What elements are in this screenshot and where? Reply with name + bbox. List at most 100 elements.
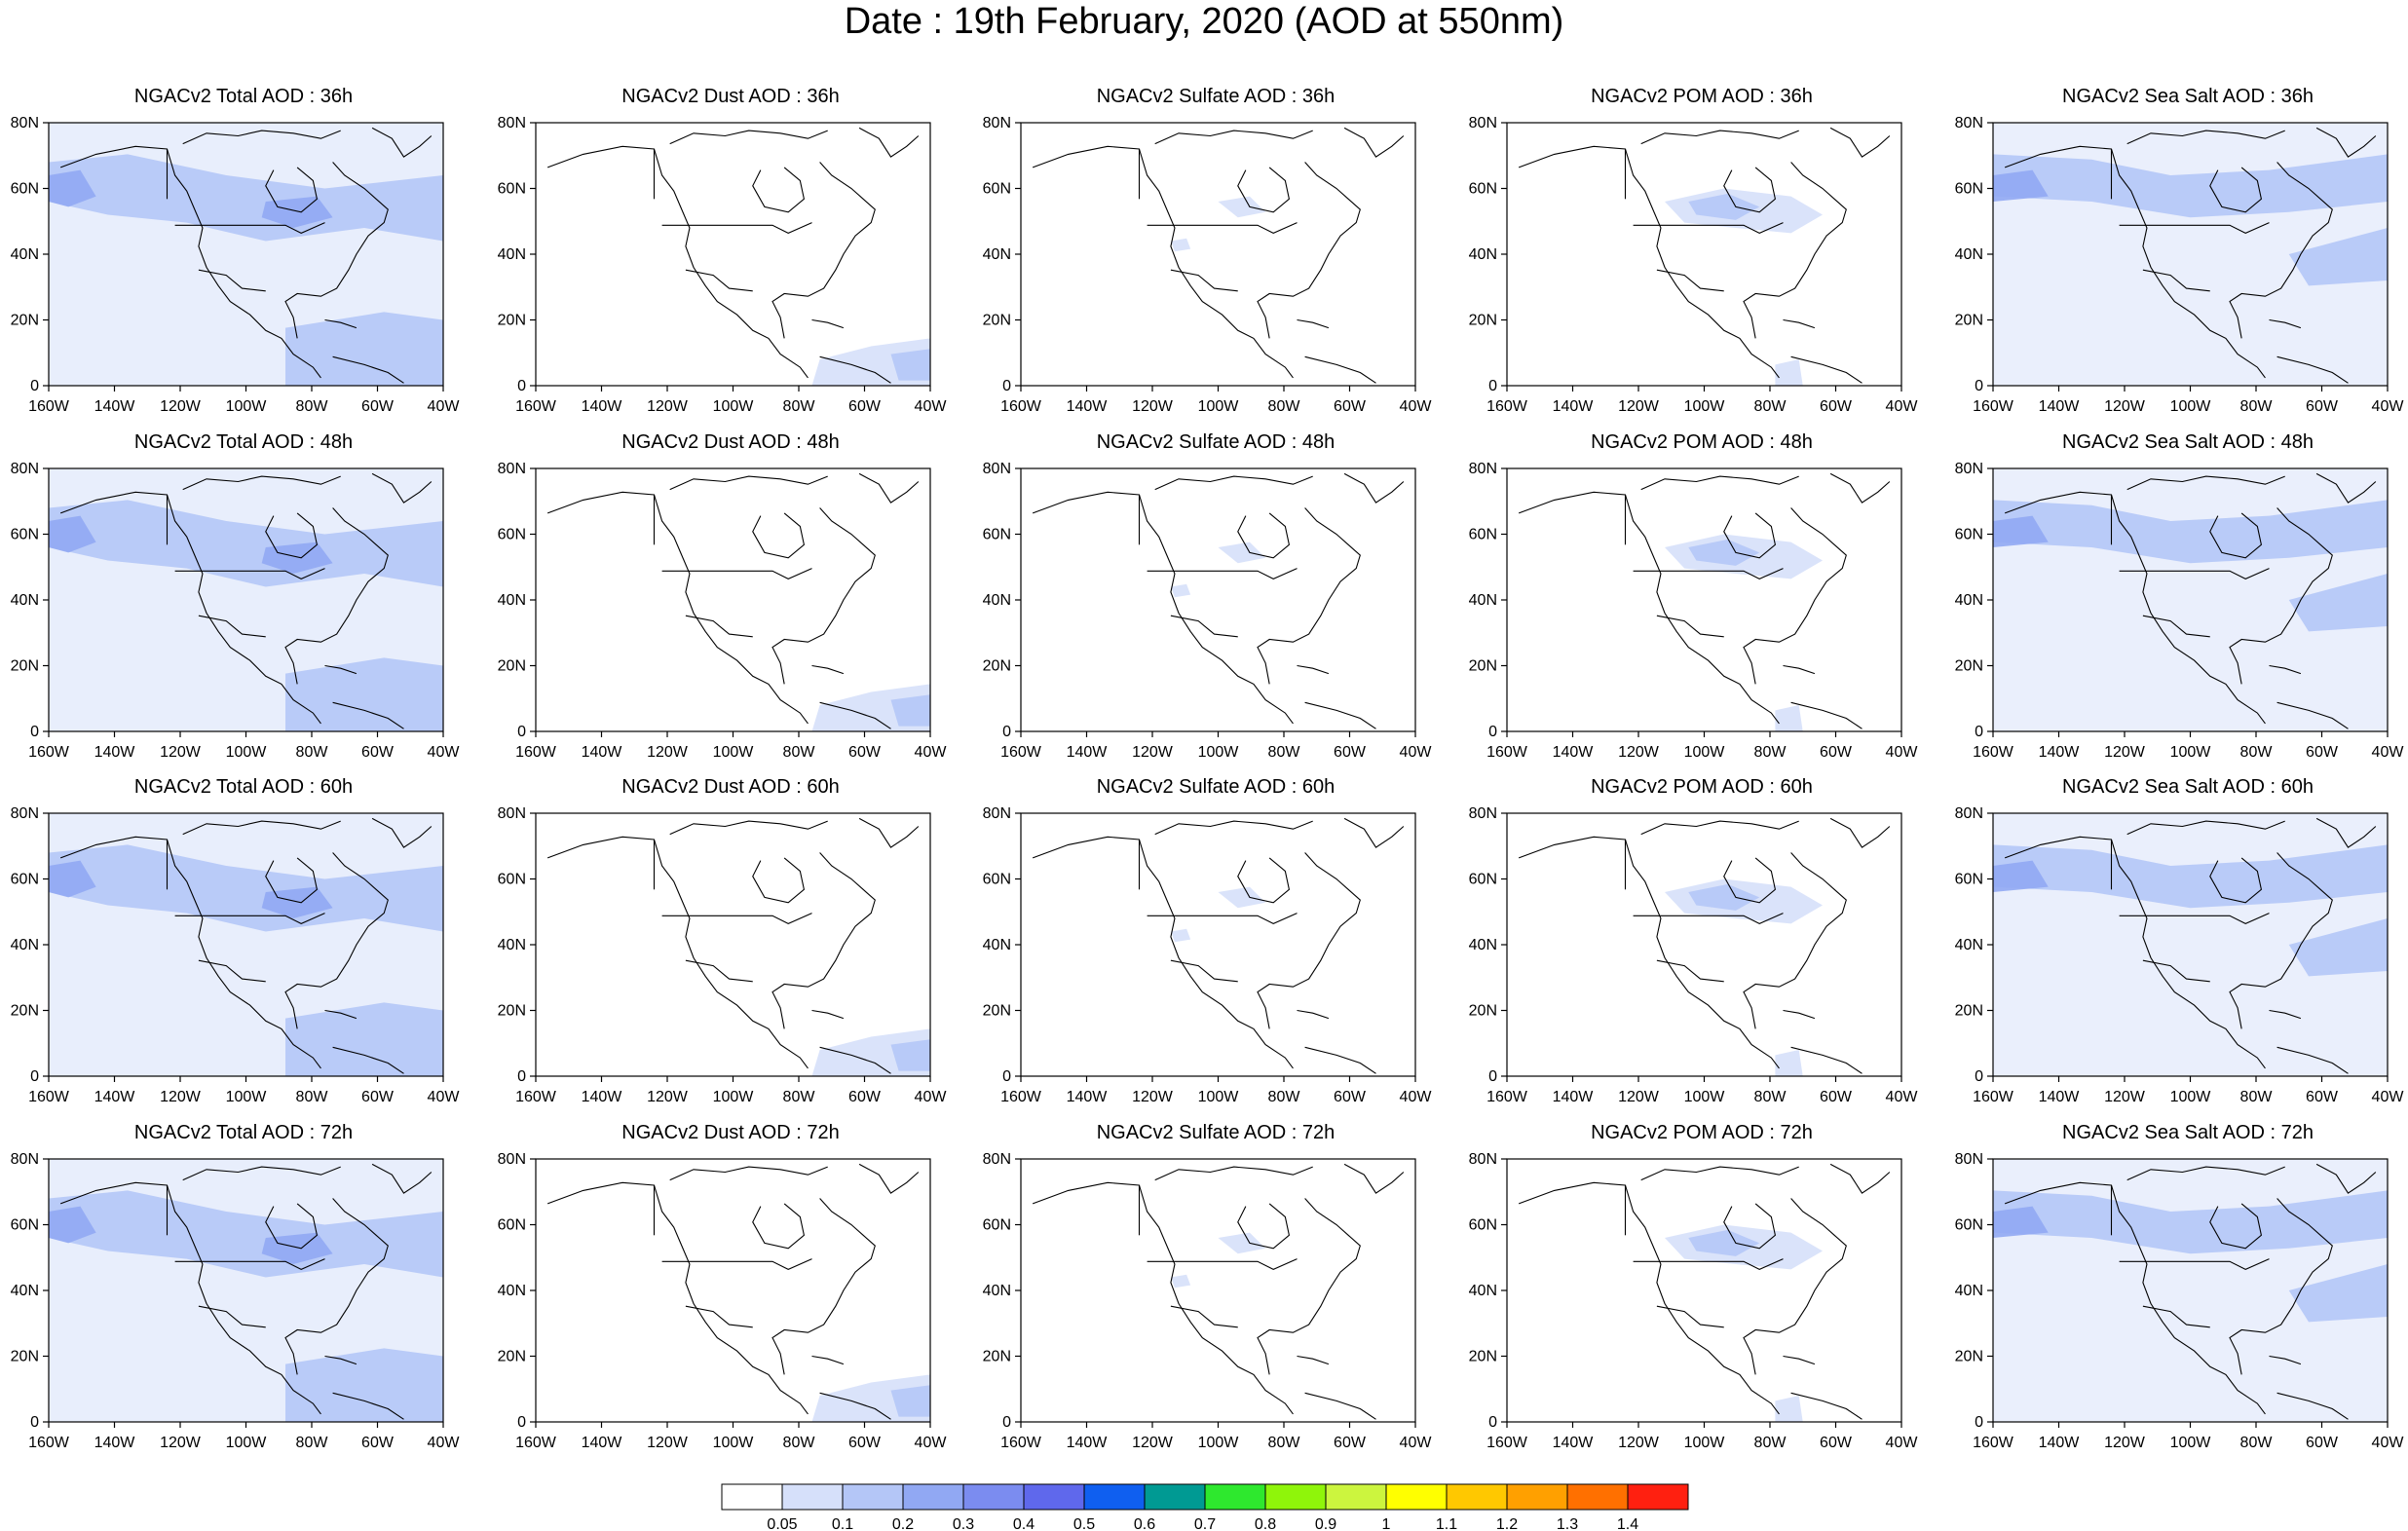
lon-tick-label: 100W [1198, 1089, 1240, 1105]
lat-tick-label: 0 [1975, 1068, 1983, 1085]
coastline [753, 168, 805, 212]
lon-tick-label: 140W [2039, 1435, 2081, 1451]
lat-tick-label: 40N [11, 1283, 39, 1299]
aod-plume [49, 860, 96, 898]
lat-tick-label: 40N [983, 937, 1011, 953]
lat-tick-label: 40N [11, 592, 39, 609]
lat-tick-label: 80N [1955, 115, 1983, 131]
coastline [1258, 1199, 1360, 1375]
coastline [60, 837, 320, 1068]
aod-plume [2288, 918, 2388, 977]
lon-tick-label: 100W [1684, 744, 1726, 761]
lon-tick-label: 40W [1400, 398, 1433, 415]
coastline [1641, 1167, 1799, 1180]
lon-tick-label: 100W [226, 744, 268, 761]
aod-plume [285, 312, 443, 386]
coastline [1171, 270, 1238, 291]
aod-plume [49, 1190, 443, 1278]
coastline [2005, 492, 2265, 724]
lon-tick-label: 160W [1000, 744, 1042, 761]
map-frame [1506, 122, 1902, 387]
panel-title: NGACv2 Sulfate AOD : 36h [1096, 86, 1336, 107]
lat-tick-label: 60N [1469, 872, 1497, 888]
lat-tick-label: 20N [498, 313, 526, 329]
lon-tick-label: 120W [160, 1089, 202, 1105]
aod-plume [1688, 539, 1760, 566]
panel-title: NGACv2 POM AOD : 60h [1591, 776, 1813, 798]
coastline [820, 702, 891, 728]
lon-tick-label: 100W [1198, 1435, 1240, 1451]
lat-tick-label: 0 [517, 378, 526, 394]
coastline [772, 1199, 875, 1375]
lon-tick-label: 140W [94, 744, 136, 761]
lon-tick-label: 60W [1334, 1435, 1367, 1451]
lon-tick-label: 80W [1268, 1435, 1301, 1451]
coastline [285, 853, 388, 1029]
lon-tick-label: 40W [2372, 1089, 2405, 1105]
lon-tick-label: 40W [428, 398, 461, 415]
coastline [333, 356, 404, 383]
aod-plume [261, 1232, 333, 1264]
lat-tick-label: 80N [1955, 1151, 1983, 1168]
lat-tick-label: 80N [498, 461, 526, 477]
coastline [662, 569, 812, 579]
lon-tick-label: 120W [1132, 1089, 1174, 1105]
coastline [1744, 163, 1846, 339]
panel-title: NGACv2 Total AOD : 36h [133, 86, 354, 107]
map-panel-seasalt: NGACv2 Sea Salt AOD : 72h 160W 140W 120W 100… [1944, 1120, 2408, 1441]
coastline [686, 616, 753, 637]
aod-plume [49, 169, 96, 207]
coastline [859, 128, 919, 157]
coastline [2277, 1047, 2349, 1073]
lon-tick-label: 80W [1268, 744, 1301, 761]
lat-tick-label: 60N [1955, 181, 1983, 198]
map-panel-dust: NGACv2 Dust AOD : 36h 160W 140W 120W 100W 80W… [487, 84, 974, 405]
lon-tick-label: 60W [1820, 1435, 1853, 1451]
map-frame [1506, 467, 1902, 732]
coastline [662, 1259, 812, 1270]
lon-tick-label: 160W [515, 1435, 557, 1451]
lon-tick-label: 160W [1486, 1435, 1528, 1451]
lon-tick-label: 120W [2104, 1435, 2146, 1451]
lon-tick-label: 40W [1400, 1435, 1433, 1451]
coastline [820, 1047, 891, 1073]
coastline [2120, 223, 2270, 234]
lat-tick-label: 60N [11, 872, 39, 888]
figure-title: Date : 19th February, 2020 (AOD at 550nm… [844, 1, 1564, 42]
coastline [812, 666, 844, 674]
lon-tick-label: 100W [1684, 1435, 1726, 1451]
lon-tick-label: 100W [226, 1435, 268, 1451]
map-panel-seasalt: NGACv2 Sea Salt AOD : 36h 160W 140W 120W 100… [1944, 84, 2408, 405]
coastline [1791, 356, 1862, 383]
lon-tick-label: 60W [361, 398, 395, 415]
lat-tick-label: 0 [1975, 1414, 1983, 1431]
coastline [1744, 508, 1846, 685]
coastline [2120, 569, 2270, 579]
lon-tick-label: 80W [296, 744, 329, 761]
lon-tick-label: 160W [28, 398, 70, 415]
lat-tick-label: 80N [498, 805, 526, 822]
coastline [820, 356, 891, 383]
coastline [1305, 356, 1376, 383]
lon-tick-label: 100W [2170, 1435, 2212, 1451]
lon-tick-label: 120W [2104, 398, 2146, 415]
lat-tick-label: 0 [1975, 378, 1983, 394]
aod-plume [1688, 883, 1760, 911]
coastline [325, 666, 357, 674]
lon-tick-label: 80W [296, 398, 329, 415]
aod-plume [261, 541, 333, 574]
coastline [333, 1393, 404, 1419]
lat-tick-label: 40N [983, 246, 1011, 263]
panel-title: NGACv2 Sulfate AOD : 60h [1096, 776, 1336, 798]
lon-tick-label: 140W [94, 398, 136, 415]
lon-tick-label: 120W [647, 398, 689, 415]
coastline [199, 960, 266, 982]
lat-tick-label: 20N [11, 1003, 39, 1020]
aod-plume [1993, 1190, 2388, 1254]
coastline [325, 1011, 357, 1019]
coastline [199, 616, 266, 637]
